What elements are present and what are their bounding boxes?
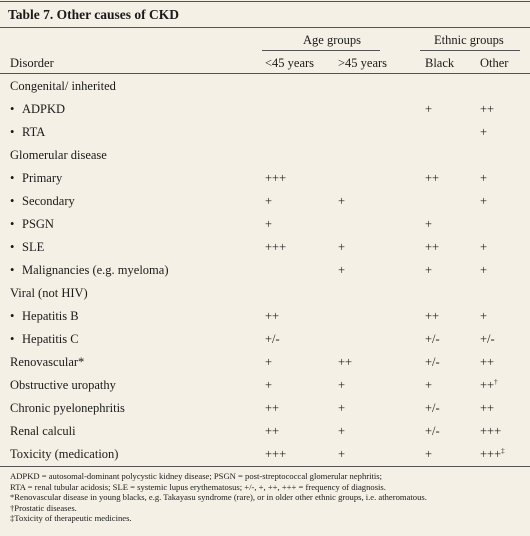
cell: + [338,447,346,461]
cell: +++ [265,447,287,461]
table-title: Table 7. Other causes of CKD [8,7,180,22]
row-label: Primary [22,171,63,185]
row-label: Secondary [22,194,75,208]
rule [0,466,530,467]
cell: +/- [425,424,440,438]
cell: + [338,401,346,415]
row-label: Chronic pyelonephritis [10,401,125,415]
section-label: Viral (not HIV) [10,286,88,300]
cell: + [338,194,346,208]
row-label: SLE [22,240,45,254]
cell: + [480,240,488,254]
cell: + [425,102,433,116]
cell: +++‡ [480,447,505,462]
footnote: ADPKD = autosomal-dominant polycystic ki… [10,471,382,481]
cell: +/- [265,332,280,346]
cell: +/- [425,401,440,415]
column-header: Other [480,56,509,70]
cell: + [480,171,488,185]
bullet: • [10,217,15,231]
group-header: Age groups [303,33,361,47]
column-header: <45 years [265,56,315,70]
cell: ++ [480,102,495,116]
cell: + [425,263,433,277]
cell: + [425,378,433,392]
group-header: Ethnic groups [434,33,504,47]
cell: + [480,194,488,208]
rule [0,73,530,74]
cell: ++ [425,240,440,254]
bullet: • [10,171,15,185]
bullet: • [10,263,15,277]
bullet: • [10,332,15,346]
bullet: • [10,309,15,323]
row-label: PSGN [22,217,54,231]
row-label: ADPKD [22,102,66,116]
column-header: Black [425,56,455,70]
cell: +++ [480,424,502,438]
footnote: †Prostatic diseases. [10,502,77,513]
row-label: Renovascular* [10,355,85,369]
cell: ++ [338,355,353,369]
bullet: • [10,240,15,254]
cell: + [265,378,273,392]
footnote: ‡Toxicity of therapeutic medicines. [10,513,132,524]
bullet: • [10,125,15,139]
rule [0,1,530,2]
column-header: Disorder [10,56,54,70]
footnote-mark: † [494,378,498,386]
cell: + [338,424,346,438]
cell: + [425,447,433,461]
cell: ++ [480,355,495,369]
row-label: RTA [22,125,46,139]
cell: +/- [425,355,440,369]
row-label: Hepatitis B [22,309,79,323]
column-header: >45 years [338,56,388,70]
cell: + [265,355,273,369]
cell: + [338,263,346,277]
row-label: Malignancies (e.g. myeloma) [22,263,169,277]
cell: +/- [425,332,440,346]
rule [0,27,530,28]
cell: + [338,378,346,392]
cell: + [480,125,488,139]
cell: + [265,217,273,231]
row-label: Renal calculi [10,424,76,438]
rule [420,50,520,51]
rule [262,50,380,51]
bullet: • [10,102,15,116]
footnote: *Renovascular disease in young blacks, e… [10,492,427,503]
footnote: RTA = renal tubular acidosis; SLE = syst… [10,481,386,492]
cell: + [265,194,273,208]
footnote-mark: ‡ [501,447,505,455]
row-label: Toxicity (medication) [10,447,119,461]
cell: ++ [480,401,495,415]
cell: ++ [265,309,280,323]
cell: ++ [265,401,280,415]
cell: ++ [425,309,440,323]
cell: + [425,217,433,231]
row-label: Hepatitis C [22,332,79,346]
cell: +/- [480,332,495,346]
cell: +++ [265,240,287,254]
bullet: • [10,194,15,208]
cell: ++ [265,424,280,438]
cell: + [480,263,488,277]
cell: + [338,240,346,254]
cell: + [480,309,488,323]
cell: ++ [425,171,440,185]
cell: +++ [265,171,287,185]
row-label: Obstructive uropathy [10,378,116,392]
section-label: Glomerular disease [10,148,107,162]
cell: ++† [480,378,498,393]
section-label: Congenital/ inherited [10,79,116,93]
